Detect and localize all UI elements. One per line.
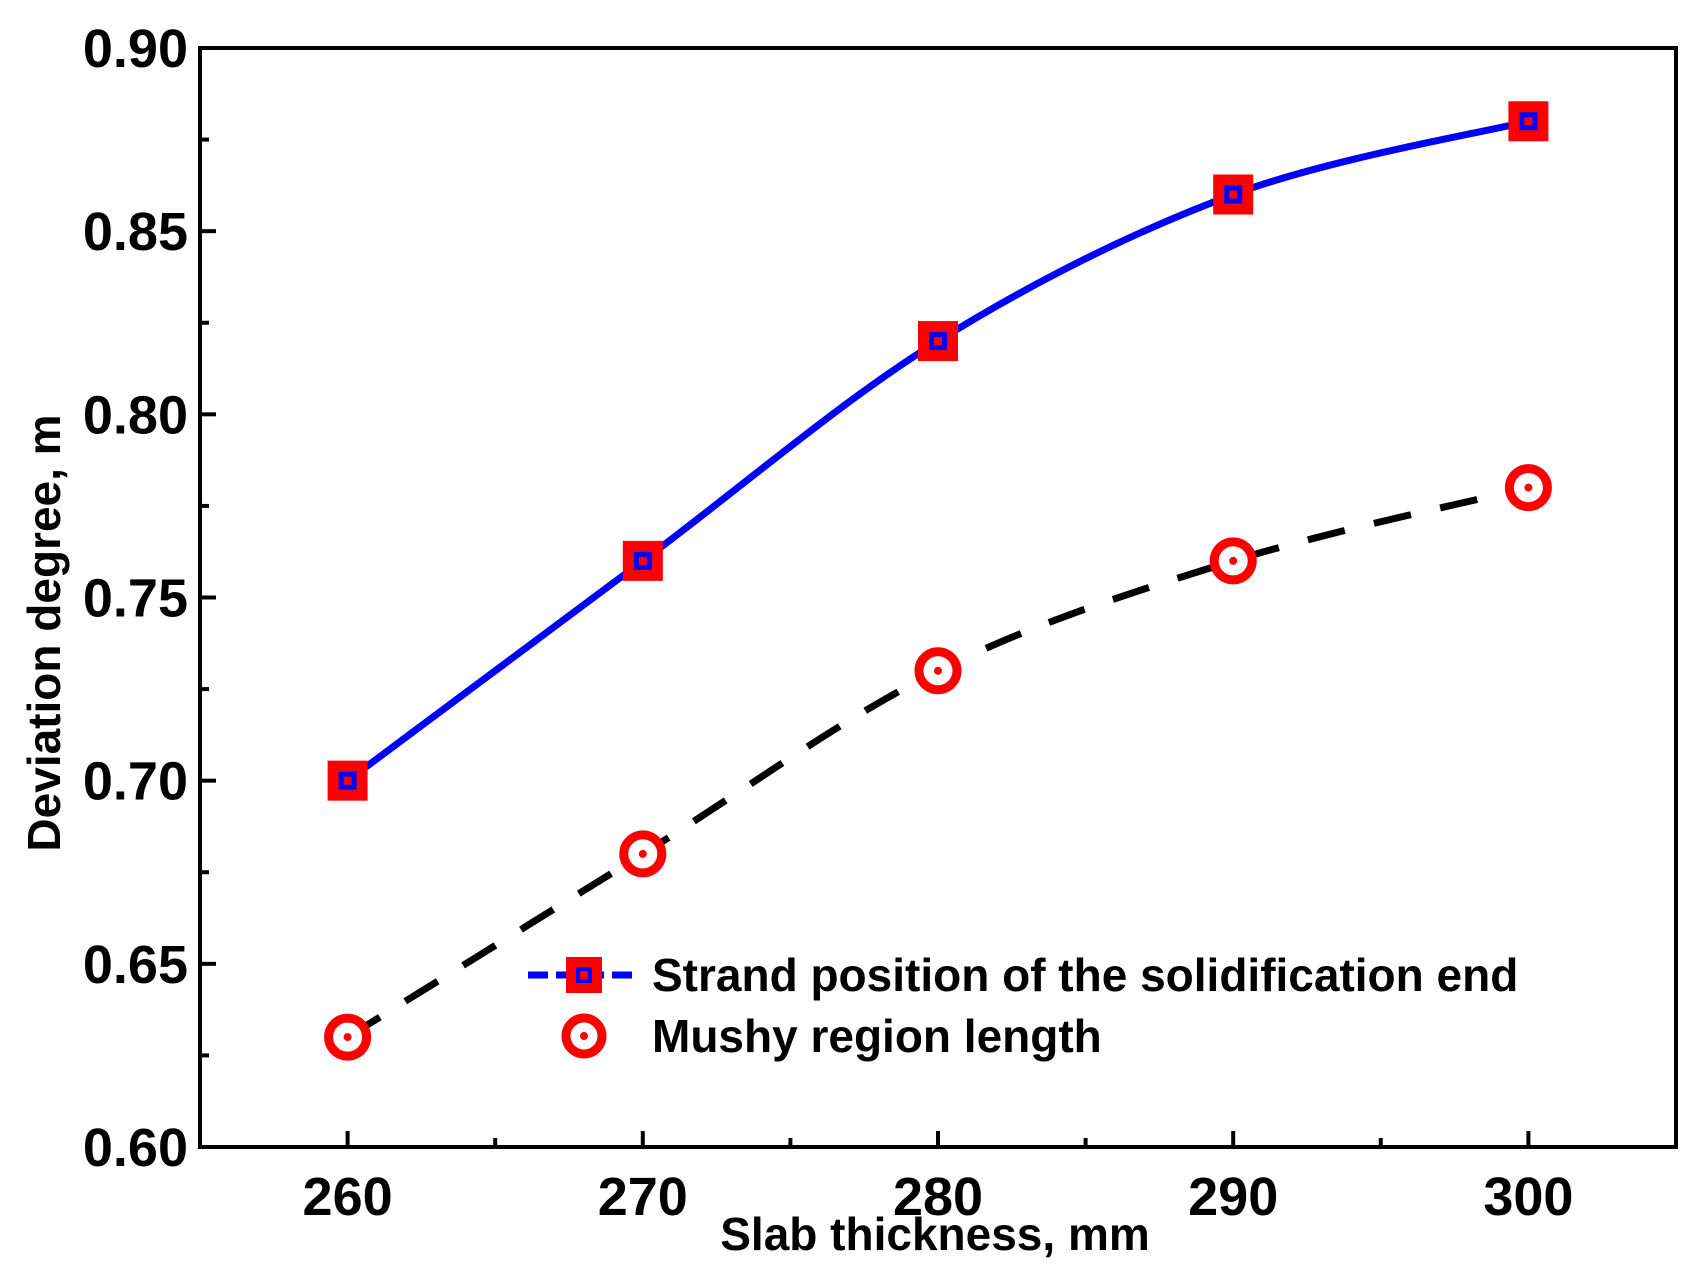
data-point-mushy-region [1504,464,1552,512]
y-tick-label: 0.75 [83,569,188,629]
y-axis-title: Deviation degree, m [18,414,70,851]
legend-marker-circle [561,1013,607,1059]
data-point-strand-position [1213,174,1254,215]
legend-label-mushy-region: Mushy region length [652,1010,1102,1062]
x-tick-label: 270 [598,1167,688,1227]
plot-area [324,101,1552,1061]
y-tick-label: 0.65 [83,935,188,995]
data-point-strand-position [918,321,958,362]
data-point-mushy-region [324,1013,372,1061]
legend-marker-circle-dot [580,1032,588,1040]
x-tick-label: 300 [1483,1167,1573,1227]
y-tick-label: 0.60 [83,1118,188,1178]
legend-marker-square-core [580,971,588,979]
data-point-strand-position [1508,101,1549,142]
legend: Strand position of the solidification en… [528,949,1518,1062]
x-tick-label: 260 [303,1167,393,1227]
data-point-strand-position [327,760,368,801]
data-point-strand-position [622,540,663,581]
y-tick-label: 0.80 [83,385,188,445]
y-tick-label: 0.85 [83,202,188,262]
data-point-mushy-region [1209,537,1257,585]
y-tick-label: 0.90 [83,19,188,79]
x-tick-label: 290 [1188,1167,1278,1227]
data-point-mushy-region [914,647,962,695]
legend-item-mushy-region: Mushy region length [561,1010,1102,1062]
x-axis-title: Slab thickness, mm [720,1208,1150,1260]
data-point-mushy-region [619,830,667,878]
x-tick-label: 280 [893,1167,983,1227]
legend-item-strand-position: Strand position of the solidification en… [528,949,1518,1001]
axes: 260 270 280 290 300 0.60 0.65 0.70 0.75 0.80 0.85 0… [83,19,1678,1227]
y-tick-label: 0.70 [83,752,188,812]
legend-label-strand-position: Strand position of the solidification en… [652,949,1518,1001]
